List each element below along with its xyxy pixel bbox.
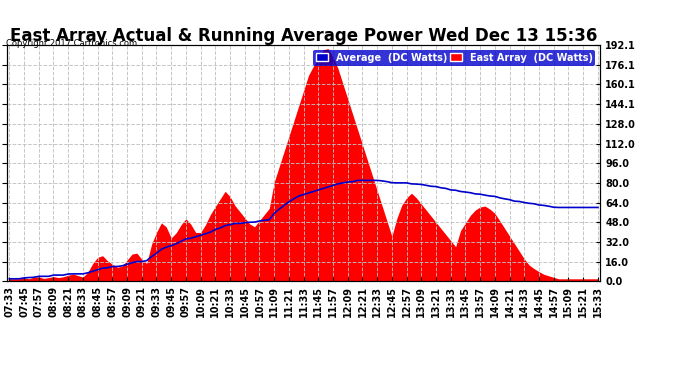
Legend: Average  (DC Watts), East Array  (DC Watts): Average (DC Watts), East Array (DC Watts… bbox=[313, 50, 595, 66]
Text: Copyright 2017 Cartronics.com: Copyright 2017 Cartronics.com bbox=[6, 39, 137, 48]
Title: East Array Actual & Running Average Power Wed Dec 13 15:36: East Array Actual & Running Average Powe… bbox=[10, 27, 598, 45]
